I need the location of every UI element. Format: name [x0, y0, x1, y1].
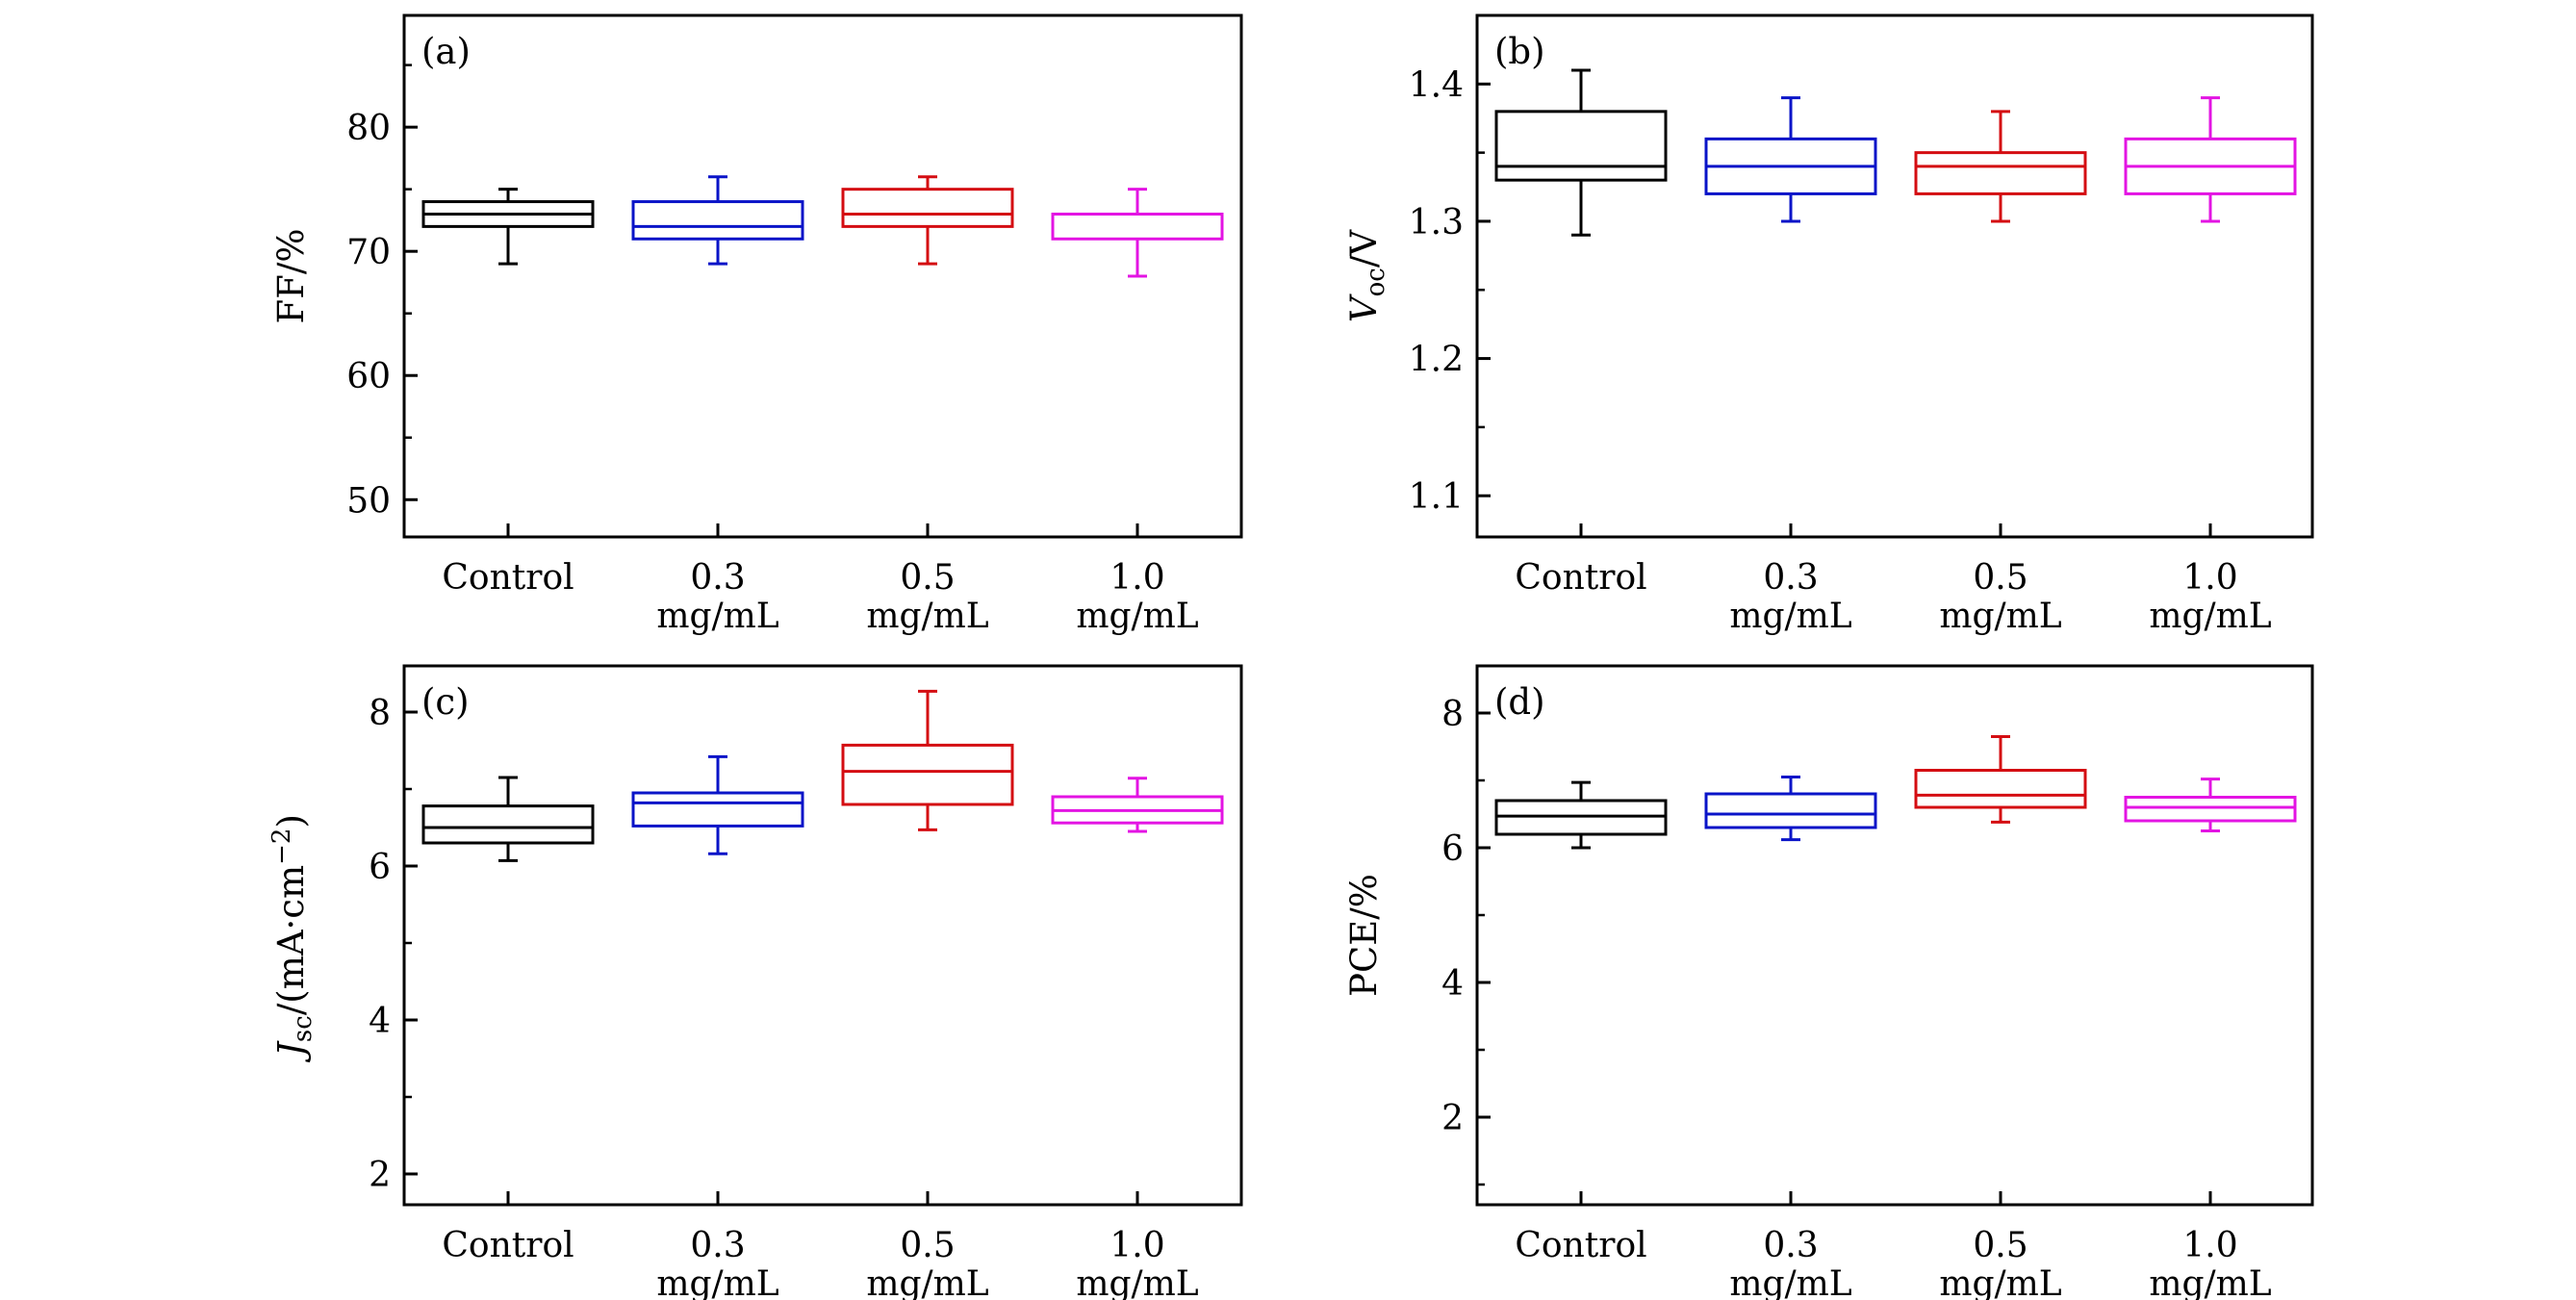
- box-3: [1051, 188, 1224, 278]
- iqr-box: [1914, 151, 2087, 195]
- y-tick-label: 50: [346, 481, 391, 521]
- box-2: [1914, 110, 2087, 223]
- x-tick-label: 0.3: [1763, 1226, 1818, 1265]
- panel-label: (c): [421, 681, 470, 723]
- box-2: [841, 689, 1014, 831]
- x-tick-label: 1.0: [1109, 1226, 1164, 1265]
- x-tick-label: 1.0: [2182, 558, 2237, 598]
- box-1: [631, 754, 804, 855]
- y-tick-label: 2: [1441, 1099, 1464, 1138]
- x-tick-label-unit: mg/mL: [2149, 597, 2271, 636]
- iqr-box: [1914, 769, 2087, 809]
- x-tick-label: 0.3: [690, 1226, 745, 1265]
- box-2: [841, 175, 1014, 266]
- y-tick-label: 1.4: [1409, 65, 1464, 105]
- y-tick-label: 6: [369, 848, 391, 887]
- iqr-box: [841, 188, 1014, 228]
- y-tick-label: 2: [369, 1156, 391, 1195]
- box-3: [1051, 777, 1224, 833]
- y-tick-label: 6: [1441, 829, 1464, 869]
- plot-frame: [1475, 13, 2314, 539]
- box-1: [1704, 776, 1877, 842]
- x-tick-label: Control: [1515, 558, 1646, 598]
- y-axis-title: FF/%: [270, 229, 312, 324]
- y-tick-label: 1.3: [1409, 203, 1464, 242]
- y-tick-label: 70: [346, 233, 391, 272]
- x-tick-label-unit: mg/mL: [866, 1264, 988, 1300]
- x-tick-label: 0.3: [690, 558, 745, 598]
- x-tick-label-unit: mg/mL: [1076, 597, 1198, 636]
- y-axis-title: Jsc/(mA·cm−2): [268, 814, 318, 1063]
- x-tick-label-unit: mg/mL: [1939, 1264, 2061, 1300]
- x-tick-label: Control: [1515, 1226, 1646, 1265]
- box-2: [1914, 735, 2087, 824]
- x-tick-label-unit: mg/mL: [2149, 1264, 2271, 1300]
- panel-label: (a): [421, 31, 471, 72]
- box-1: [1704, 96, 1877, 223]
- iqr-box: [1051, 212, 1224, 241]
- panel-label: (b): [1494, 31, 1545, 72]
- iqr-box: [1494, 110, 1668, 182]
- y-tick-label: 80: [346, 109, 391, 148]
- y-axis-title: Voc/V: [1343, 229, 1390, 322]
- x-tick-label: 0.5: [900, 1226, 955, 1265]
- y-tick-label: 8: [369, 694, 391, 733]
- box-0: [421, 776, 595, 862]
- box-0: [421, 188, 595, 266]
- x-tick-label: 1.0: [1109, 558, 1164, 598]
- x-tick-label-unit: mg/mL: [866, 597, 988, 636]
- x-tick-label-unit: mg/mL: [1076, 1264, 1198, 1300]
- iqr-box: [631, 200, 804, 241]
- x-tick-label: Control: [442, 558, 574, 598]
- y-tick-label: 4: [369, 1002, 391, 1041]
- x-tick-label-unit: mg/mL: [1939, 597, 2061, 636]
- box-3: [2124, 777, 2297, 832]
- plot-frame: [402, 13, 1243, 539]
- y-tick-label: 4: [1441, 964, 1464, 1004]
- iqr-box: [631, 791, 804, 828]
- iqr-box: [2124, 796, 2297, 823]
- x-tick-label-unit: mg/mL: [656, 597, 778, 636]
- x-tick-label: 0.5: [1973, 1226, 2028, 1265]
- y-axis-title: PCE/%: [1343, 874, 1385, 997]
- x-tick-label-unit: mg/mL: [1729, 597, 1851, 636]
- y-tick-label: 1.1: [1409, 477, 1464, 517]
- iqr-box: [1704, 792, 1877, 829]
- plot-frame: [1475, 664, 2314, 1207]
- box-1: [631, 175, 804, 266]
- iqr-box: [841, 743, 1014, 806]
- x-tick-label-unit: mg/mL: [1729, 1264, 1851, 1300]
- panel-label: (d): [1494, 681, 1545, 723]
- x-tick-label: 0.5: [900, 558, 955, 598]
- box-0: [1494, 68, 1668, 237]
- box-0: [1494, 780, 1668, 850]
- y-tick-label: 8: [1441, 695, 1464, 734]
- y-tick-label: 60: [346, 357, 391, 396]
- y-tick-label: 1.2: [1409, 341, 1464, 380]
- plot-frame: [402, 664, 1243, 1207]
- x-tick-label: 0.3: [1763, 558, 1818, 598]
- x-tick-label-unit: mg/mL: [656, 1264, 778, 1300]
- iqr-box: [421, 804, 595, 845]
- x-tick-label: 1.0: [2182, 1226, 2237, 1265]
- box-3: [2124, 96, 2297, 223]
- x-tick-label: Control: [442, 1226, 574, 1265]
- x-tick-label: 0.5: [1973, 558, 2028, 598]
